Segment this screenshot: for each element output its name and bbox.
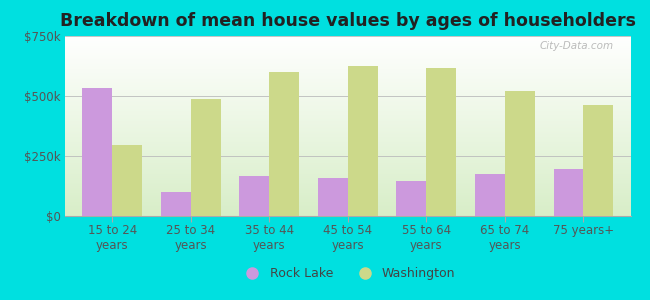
Legend: Rock Lake, Washington: Rock Lake, Washington — [235, 262, 461, 285]
Bar — [161, 192, 190, 216]
Bar — [239, 176, 269, 216]
Bar — [269, 72, 299, 216]
Bar — [584, 105, 613, 216]
Bar — [505, 91, 535, 216]
Bar — [396, 181, 426, 216]
Bar — [554, 169, 584, 216]
Bar — [318, 178, 348, 216]
Title: Breakdown of mean house values by ages of householders: Breakdown of mean house values by ages o… — [60, 12, 636, 30]
Bar — [112, 145, 142, 216]
Bar — [83, 88, 112, 216]
Text: City-Data.com: City-Data.com — [540, 41, 614, 51]
Bar — [426, 68, 456, 216]
Bar — [348, 66, 378, 216]
Bar — [475, 174, 505, 216]
Bar — [190, 99, 220, 216]
